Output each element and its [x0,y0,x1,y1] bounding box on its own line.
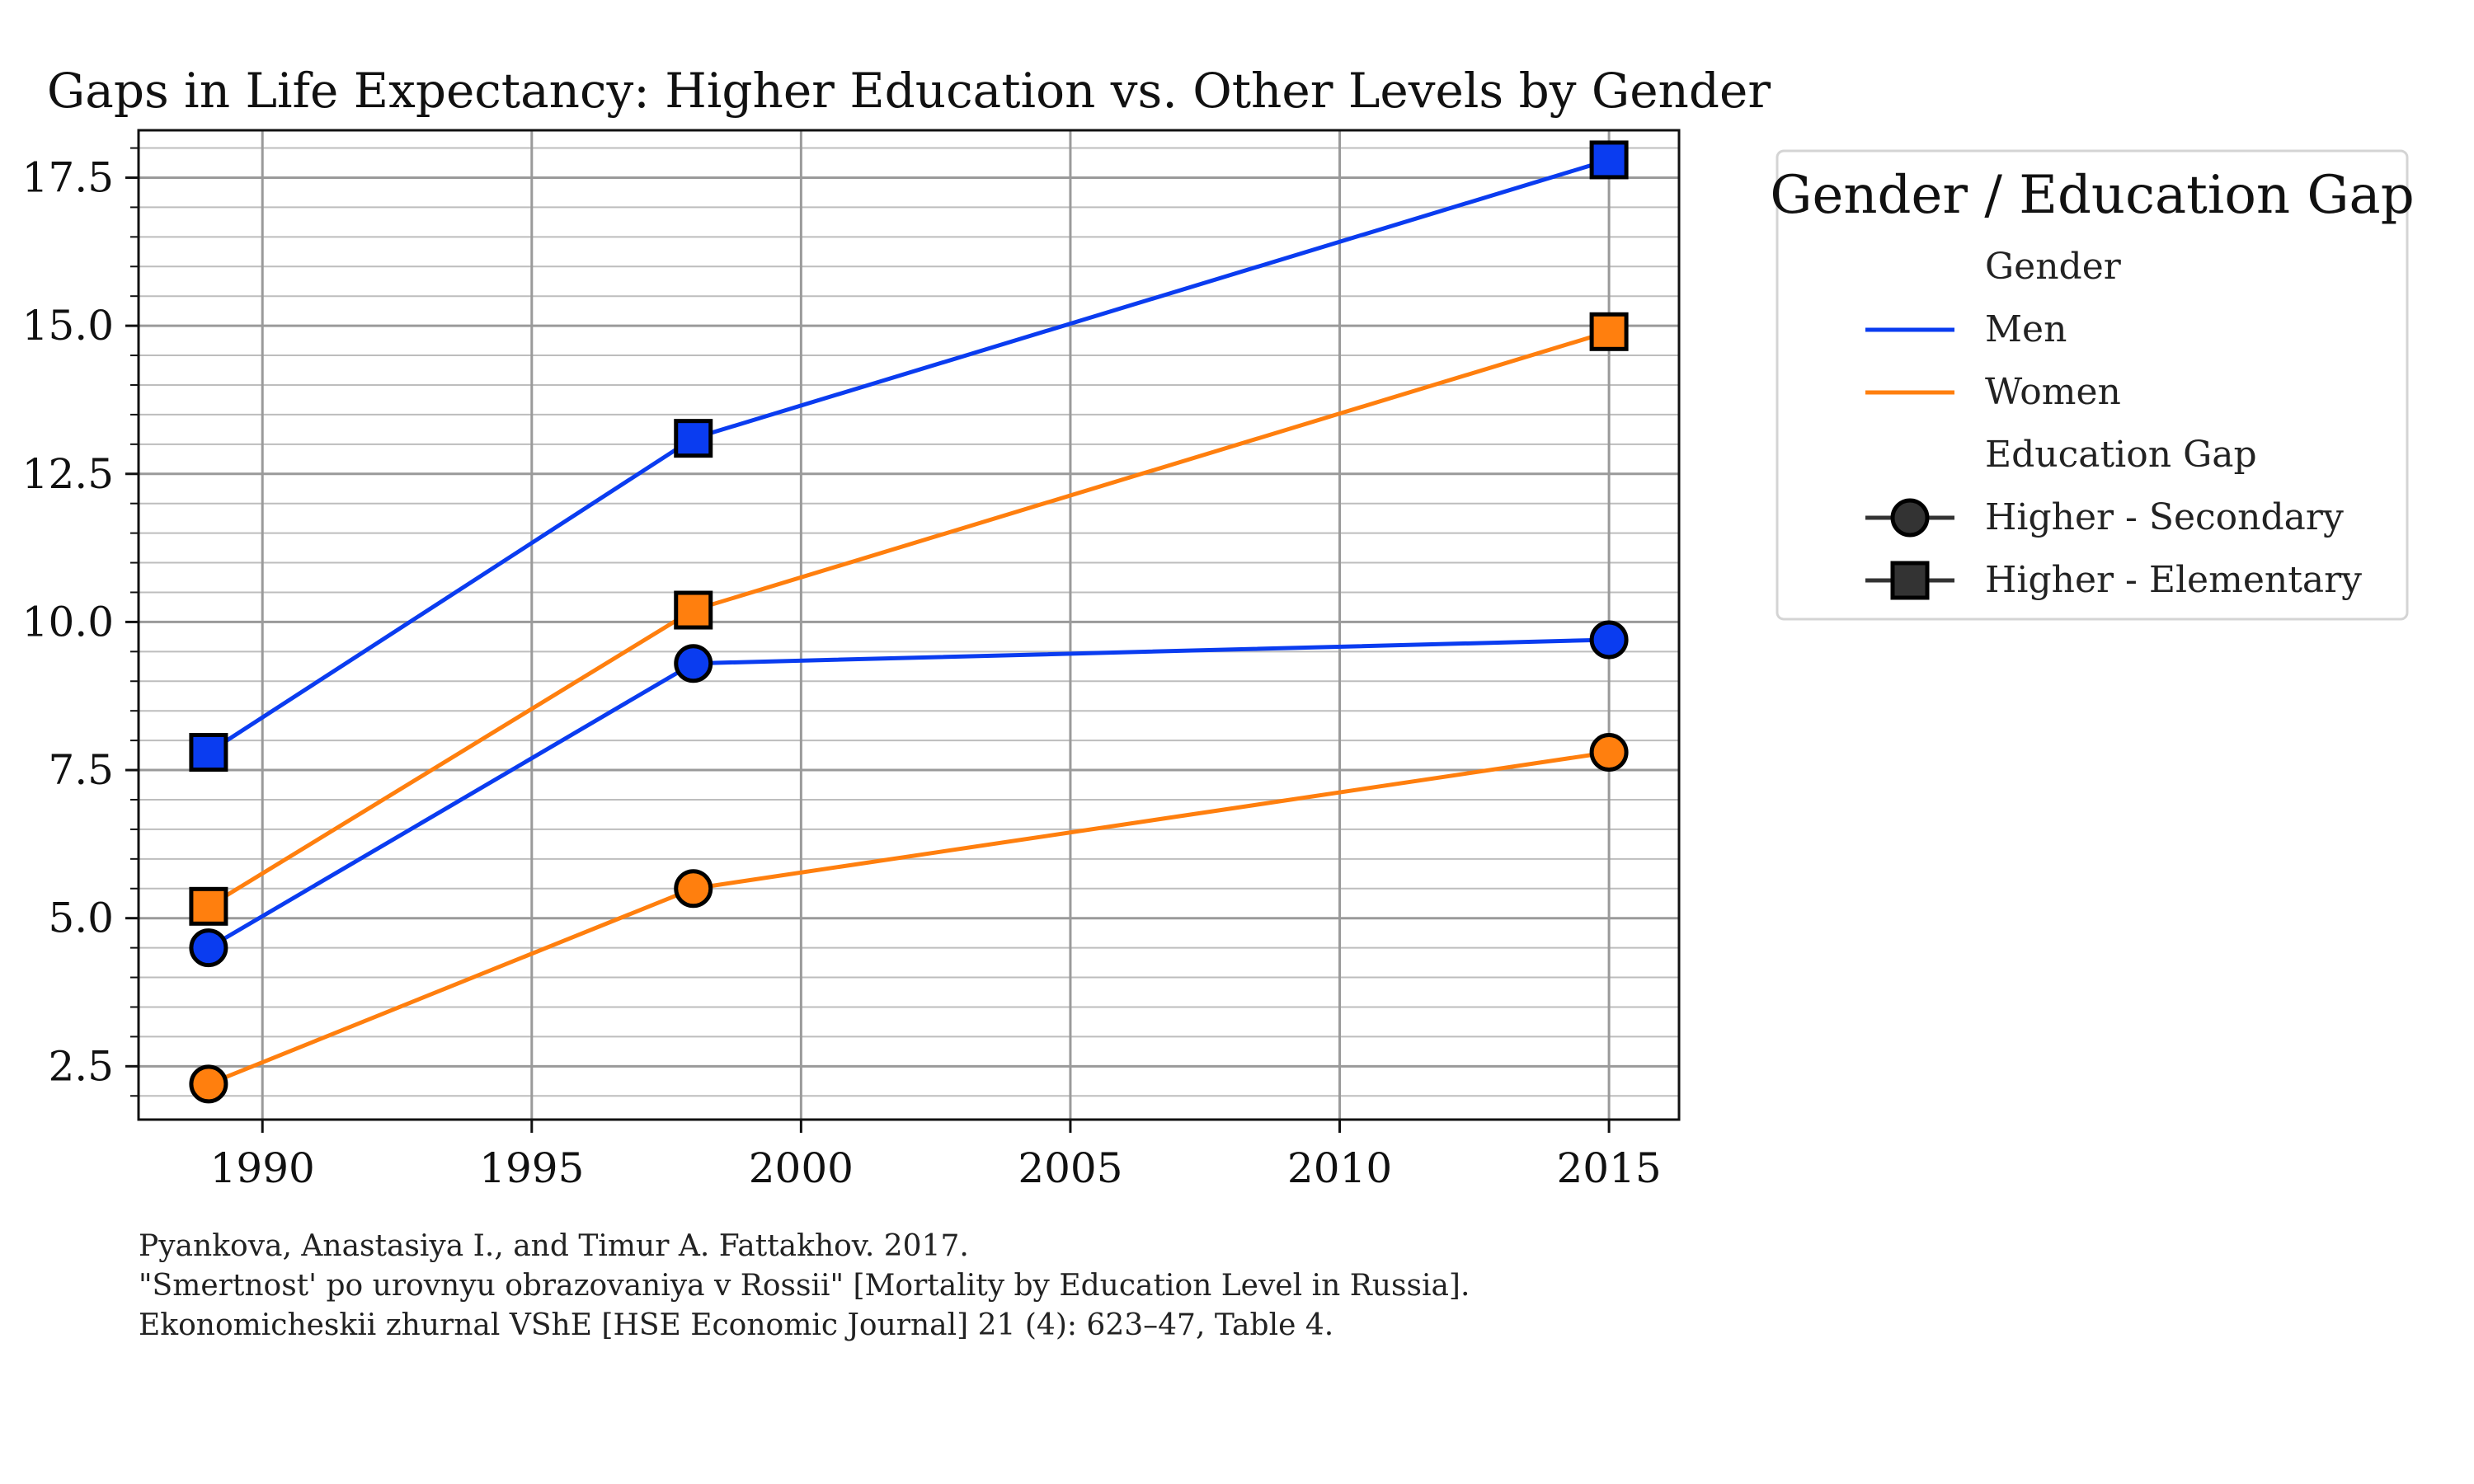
y-tick-label: 15.0 [22,302,114,350]
legend-title: Gender / Education Gap [1770,165,2414,226]
x-tick-label: 2000 [749,1144,854,1192]
circle-marker [1589,620,1629,660]
source-citation: Pyankova, Anastasiya I., and Timur A. Fa… [139,1227,1470,1345]
circle-marker [674,644,713,683]
series-line [207,157,1610,754]
legend-header-education-gap: Education Gap [1985,434,2257,476]
citation-line-3: Ekonomicheskii zhurnal VShE [HSE Economi… [139,1308,1334,1342]
circle-marker [1589,732,1629,772]
citation-line-1: Pyankova, Anastasiya I., and Timur A. Fa… [139,1229,969,1263]
grid-lines [139,130,1679,1120]
square-marker [1589,312,1629,351]
legend-header-gender: Gender [1985,246,2122,288]
y-tick-label: 10.0 [22,598,114,646]
y-tick-label: 2.5 [48,1042,114,1090]
tick-layer: 1990 1995 2000 2005 2010 2015 2.5 5.0 7.5 10.0 12.… [22,147,1662,1192]
circle-marker [674,869,713,909]
square-marker [1589,140,1629,180]
y-tick-label: 7.5 [48,746,114,794]
series-layer [189,140,1629,1104]
legend: Gender / Education Gap Gender Men Women … [1770,149,2415,621]
series-line [207,637,1610,950]
legend-label-elementary: Higher - Elementary [1985,559,2362,601]
chart-title: Gaps in Life Expectancy: Higher Educatio… [47,63,1771,119]
x-tick-label: 2015 [1556,1144,1661,1192]
citation-line-2: "Smertnost' po urovnyu obrazovaniya v Ro… [139,1269,1470,1303]
x-tick-label: 1990 [210,1144,315,1192]
y-tick-label: 5.0 [48,895,114,942]
plot-frame [137,129,1681,1121]
x-tick-label: 1995 [479,1144,584,1192]
legend-label-women: Women [1985,371,2121,413]
legend-label-men: Men [1985,308,2067,350]
circle-marker [189,1064,228,1104]
x-tick-label: 2005 [1018,1144,1122,1192]
square-marker [189,732,228,772]
square-marker [674,419,713,458]
legend-box [1776,149,2409,621]
square-marker [189,886,228,926]
y-tick-label: 17.5 [22,153,114,201]
legend-square-marker [1890,561,1930,600]
legend-circle-marker [1890,498,1930,538]
series-line [207,329,1610,909]
circle-marker [189,928,228,968]
square-marker [674,590,713,630]
x-tick-label: 2010 [1287,1144,1392,1192]
legend-label-secondary: Higher - Secondary [1985,496,2344,538]
y-tick-label: 12.5 [22,450,114,498]
